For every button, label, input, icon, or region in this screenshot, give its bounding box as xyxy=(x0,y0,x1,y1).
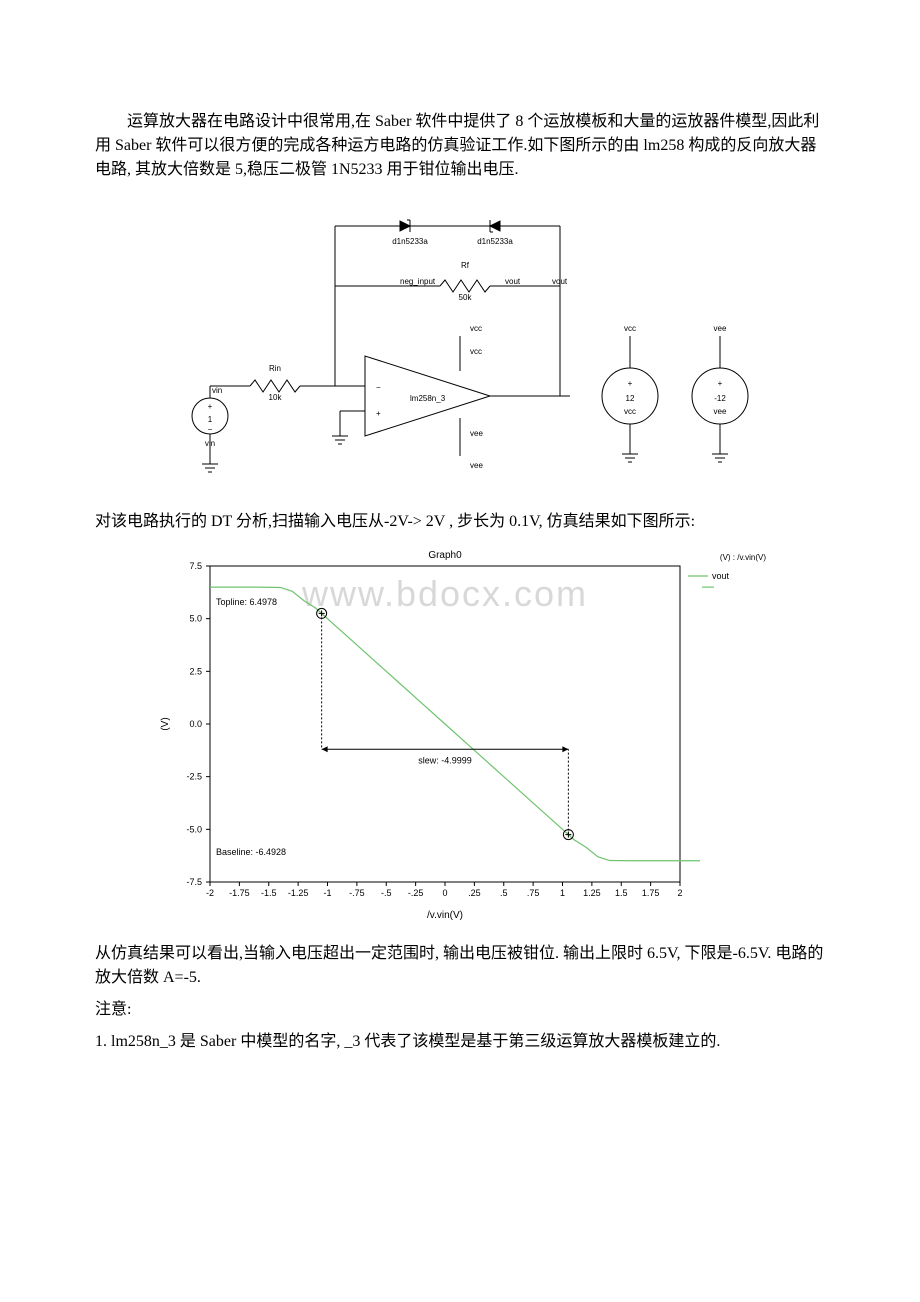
svg-text:vcc: vcc xyxy=(624,324,636,333)
svg-text:vout: vout xyxy=(505,277,521,286)
svg-text:(V): (V) xyxy=(160,717,171,730)
svg-text:-1.75: -1.75 xyxy=(229,888,250,898)
paragraph-4: 注意: xyxy=(95,998,825,1022)
page: 运算放大器在电路设计中很常用,在 Saber 软件中提供了 8 个运放模板和大量… xyxy=(0,0,920,1122)
svg-text:10k: 10k xyxy=(269,393,283,402)
svg-text:−: − xyxy=(376,383,381,392)
svg-text:-12: -12 xyxy=(714,394,726,403)
svg-text:-1: -1 xyxy=(323,888,331,898)
svg-text:/v.vin(V): /v.vin(V) xyxy=(427,910,463,921)
svg-text:0: 0 xyxy=(442,888,447,898)
svg-text:Graph0: Graph0 xyxy=(428,550,462,561)
svg-text:neg_input: neg_input xyxy=(400,277,436,286)
svg-text:vee: vee xyxy=(714,407,727,416)
svg-text:+: + xyxy=(718,379,723,388)
svg-text:(V) : /v.vin(V): (V) : /v.vin(V) xyxy=(720,553,766,562)
svg-text:-1.25: -1.25 xyxy=(288,888,309,898)
svg-text:vcc: vcc xyxy=(624,407,636,416)
svg-text:1.25: 1.25 xyxy=(583,888,601,898)
dt-analysis-chart: www.bdocx.comGraph0-7.5-5.0-2.50.02.55.0… xyxy=(150,544,770,924)
svg-text:-.25: -.25 xyxy=(408,888,424,898)
svg-text:.5: .5 xyxy=(500,888,508,898)
svg-text:vout: vout xyxy=(712,571,730,581)
svg-text:2: 2 xyxy=(677,888,682,898)
svg-text:−: − xyxy=(208,425,213,434)
svg-text:vee: vee xyxy=(470,461,483,470)
paragraph-3: 从仿真结果可以看出,当输入电压超出一定范围时, 输出电压被钳位. 输出上限时 6… xyxy=(95,942,825,990)
svg-text:vcc: vcc xyxy=(470,347,482,356)
svg-text:Rf: Rf xyxy=(461,261,470,270)
svg-text:50k: 50k xyxy=(459,293,473,302)
svg-text:+: + xyxy=(376,409,381,418)
paragraph-5: 1. lm258n_3 是 Saber 中模型的名字, _3 代表了该模型是基于… xyxy=(95,1030,825,1054)
svg-text:lm258n_3: lm258n_3 xyxy=(410,394,446,403)
svg-text:vcc: vcc xyxy=(470,324,482,333)
svg-text:-7.5: -7.5 xyxy=(186,877,202,887)
svg-text:vin: vin xyxy=(212,386,222,395)
svg-text:-1.5: -1.5 xyxy=(261,888,277,898)
svg-text:vee: vee xyxy=(470,429,483,438)
svg-text:-.75: -.75 xyxy=(349,888,365,898)
svg-text:+: + xyxy=(208,402,213,411)
svg-text:Rin: Rin xyxy=(269,364,281,373)
paragraph-1: 运算放大器在电路设计中很常用,在 Saber 软件中提供了 8 个运放模板和大量… xyxy=(95,110,825,182)
svg-text:2.5: 2.5 xyxy=(189,666,202,676)
svg-text:1: 1 xyxy=(208,415,213,424)
paragraph-2: 对该电路执行的 DT 分析,扫描输入电压从-2V-> 2V , 步长为 0.1V… xyxy=(95,510,825,534)
svg-text:.75: .75 xyxy=(527,888,540,898)
svg-text:d1n5233a: d1n5233a xyxy=(477,237,513,246)
schematic-figure: + 1 − vin vin Rin 10k neg_input R xyxy=(160,196,760,496)
svg-text:d1n5233a: d1n5233a xyxy=(392,237,428,246)
svg-text:vee: vee xyxy=(714,324,727,333)
svg-text:-2: -2 xyxy=(206,888,214,898)
svg-text:.25: .25 xyxy=(468,888,481,898)
svg-text:slew: -4.9999: slew: -4.9999 xyxy=(418,755,472,765)
svg-text:0.0: 0.0 xyxy=(189,719,202,729)
svg-text:5.0: 5.0 xyxy=(189,614,202,624)
svg-text:7.5: 7.5 xyxy=(189,561,202,571)
svg-text:+: + xyxy=(628,379,633,388)
svg-text:vout: vout xyxy=(552,277,568,286)
svg-text:-2.5: -2.5 xyxy=(186,772,202,782)
svg-text:1.5: 1.5 xyxy=(615,888,628,898)
svg-text:-.5: -.5 xyxy=(381,888,392,898)
svg-text:1: 1 xyxy=(560,888,565,898)
svg-text:Baseline: -6.4928: Baseline: -6.4928 xyxy=(216,847,286,857)
svg-text:www.bdocx.com: www.bdocx.com xyxy=(301,573,588,614)
svg-text:1.75: 1.75 xyxy=(642,888,660,898)
svg-text:-5.0: -5.0 xyxy=(186,824,202,834)
svg-text:12: 12 xyxy=(626,394,635,403)
svg-text:Topline: 6.4978: Topline: 6.4978 xyxy=(216,597,277,607)
